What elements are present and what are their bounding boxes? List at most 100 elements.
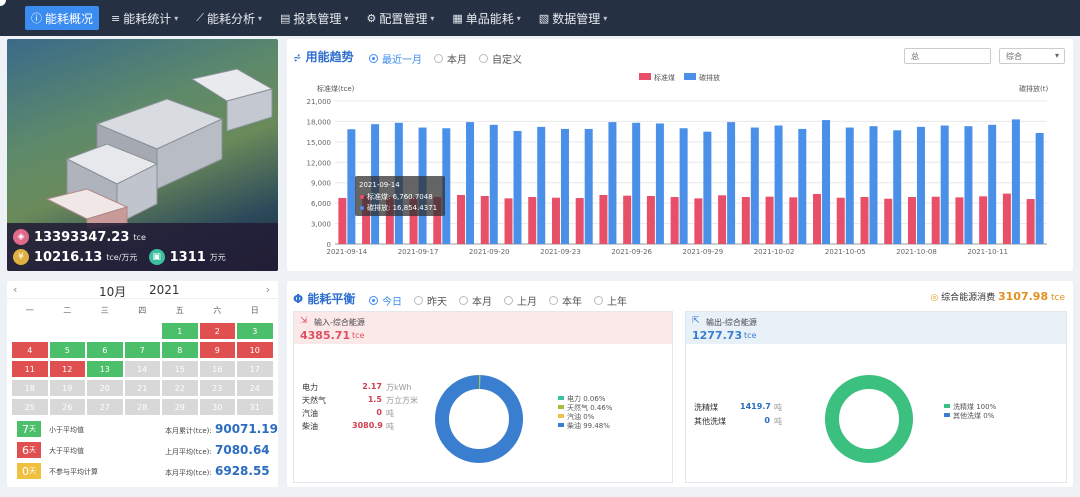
nav-item-analysis[interactable]: ⟋ 能耗分析 ▾ [190,6,268,30]
bar-carbon-emission[interactable] [655,123,664,244]
calendar-day[interactable]: 5 [49,342,85,358]
bar-standard-coal[interactable] [338,197,347,244]
bar-carbon-emission[interactable] [774,125,783,244]
calendar-day[interactable]: 29 [162,399,198,415]
calendar-day[interactable]: 31 [237,399,273,415]
bar-carbon-emission[interactable] [1035,133,1044,244]
bar-standard-coal[interactable] [599,194,608,244]
calendar-day[interactable]: 3 [237,323,273,339]
calendar-day[interactable]: 8 [162,342,198,358]
trend-range-last-month[interactable]: 最近一月 [369,51,422,66]
bar-standard-coal[interactable] [504,198,513,244]
bar-carbon-emission[interactable] [537,126,546,244]
calendar-day[interactable]: 1 [162,323,198,339]
calendar-day[interactable]: 22 [162,380,198,396]
bar-carbon-emission[interactable] [608,122,617,244]
nav-item-overview[interactable]: ⓘ 能耗概况 [25,6,100,30]
calendar-day[interactable]: 27 [87,399,123,415]
bar-standard-coal[interactable] [907,197,916,244]
calendar-day[interactable]: 17 [237,361,273,377]
bar-carbon-emission[interactable] [466,122,475,244]
balance-range-option[interactable]: 上年 [594,293,627,308]
nav-item-config[interactable]: ⚙ 配置管理 ▾ [360,6,440,30]
bar-carbon-emission[interactable] [560,128,569,244]
calendar-day[interactable]: 28 [124,399,160,415]
nav-item-data[interactable]: ▧ 数据管理 ▾ [533,6,613,30]
balance-range-option[interactable]: 今日 [369,293,402,308]
donut-slice[interactable] [825,375,913,463]
bar-carbon-emission[interactable] [893,130,902,244]
bar-carbon-emission[interactable] [845,127,854,244]
calendar-day[interactable]: 20 [87,380,123,396]
bar-carbon-emission[interactable] [750,127,759,244]
bar-standard-coal[interactable] [551,197,560,244]
bar-carbon-emission[interactable] [798,128,807,244]
balance-range-option[interactable]: 本年 [549,293,582,308]
bar-standard-coal[interactable] [741,197,750,244]
trend-range-this-month[interactable]: 本月 [434,51,467,66]
calendar-day[interactable]: 26 [49,399,85,415]
trend-range-custom[interactable]: 自定义 [479,51,522,66]
bar-carbon-emission[interactable] [1011,119,1020,244]
bar-carbon-emission[interactable] [916,126,925,244]
bar-standard-coal[interactable] [575,198,584,244]
bar-carbon-emission[interactable] [940,125,949,244]
bar-standard-coal[interactable] [433,197,442,244]
bar-standard-coal[interactable] [409,197,418,244]
bar-standard-coal[interactable] [789,197,798,244]
bar-carbon-emission[interactable] [822,120,831,244]
bar-carbon-emission[interactable] [347,129,356,244]
bar-standard-coal[interactable] [480,195,489,244]
bar-standard-coal[interactable] [646,195,655,244]
donut-slice[interactable] [435,375,523,463]
balance-range-option[interactable]: 昨天 [414,293,447,308]
bar-standard-coal[interactable] [860,197,869,244]
nav-item-statistics[interactable]: ≡ 能耗统计 ▾ [105,6,184,30]
bar-standard-coal[interactable] [1002,193,1011,244]
bar-carbon-emission[interactable] [632,122,641,244]
bar-carbon-emission[interactable] [988,124,997,244]
balance-range-option[interactable]: 本月 [459,293,492,308]
calendar-day[interactable]: 16 [199,361,235,377]
bar-standard-coal[interactable] [362,195,371,244]
bar-carbon-emission[interactable] [584,128,593,244]
calendar-day[interactable]: 2 [199,323,235,339]
bar-standard-coal[interactable] [955,197,964,244]
bar-standard-coal[interactable] [813,193,822,244]
calendar-day[interactable]: 24 [237,380,273,396]
total-select[interactable]: 总 [904,48,991,64]
type-select[interactable]: 综合 ▾ [999,48,1065,64]
bar-standard-coal[interactable] [694,198,703,244]
calendar-day[interactable]: 23 [199,380,235,396]
calendar-day[interactable]: 10 [237,342,273,358]
nav-item-product[interactable]: ▦ 单品能耗 ▾ [446,6,526,30]
bar-carbon-emission[interactable] [442,128,451,244]
nav-item-reports[interactable]: ▤ 报表管理 ▾ [274,6,354,30]
next-month-button[interactable]: › [265,283,270,296]
bar-carbon-emission[interactable] [727,122,736,244]
bar-standard-coal[interactable] [884,198,893,244]
bar-standard-coal[interactable] [528,197,537,244]
calendar-day[interactable]: 12 [49,361,85,377]
bar-standard-coal[interactable] [718,195,727,244]
bar-standard-coal[interactable] [836,197,845,244]
calendar-day[interactable]: 9 [199,342,235,358]
bar-standard-coal[interactable] [979,196,988,244]
bar-standard-coal[interactable] [385,197,394,244]
calendar-day[interactable]: 4 [12,342,48,358]
calendar-day[interactable]: 6 [87,342,123,358]
calendar-day[interactable]: 14 [124,361,160,377]
calendar-day[interactable]: 30 [199,399,235,415]
calendar-day[interactable]: 7 [124,342,160,358]
calendar-day[interactable]: 11 [12,361,48,377]
bar-carbon-emission[interactable] [489,124,498,244]
bar-carbon-emission[interactable] [513,130,522,244]
bar-carbon-emission[interactable] [964,126,973,244]
bar-carbon-emission[interactable] [679,128,688,244]
calendar-day[interactable]: 13 [87,361,123,377]
calendar-day[interactable]: 18 [12,380,48,396]
calendar-day[interactable]: 21 [124,380,160,396]
calendar-day[interactable]: 15 [162,361,198,377]
bar-standard-coal[interactable] [623,195,632,244]
bar-standard-coal[interactable] [670,197,679,244]
